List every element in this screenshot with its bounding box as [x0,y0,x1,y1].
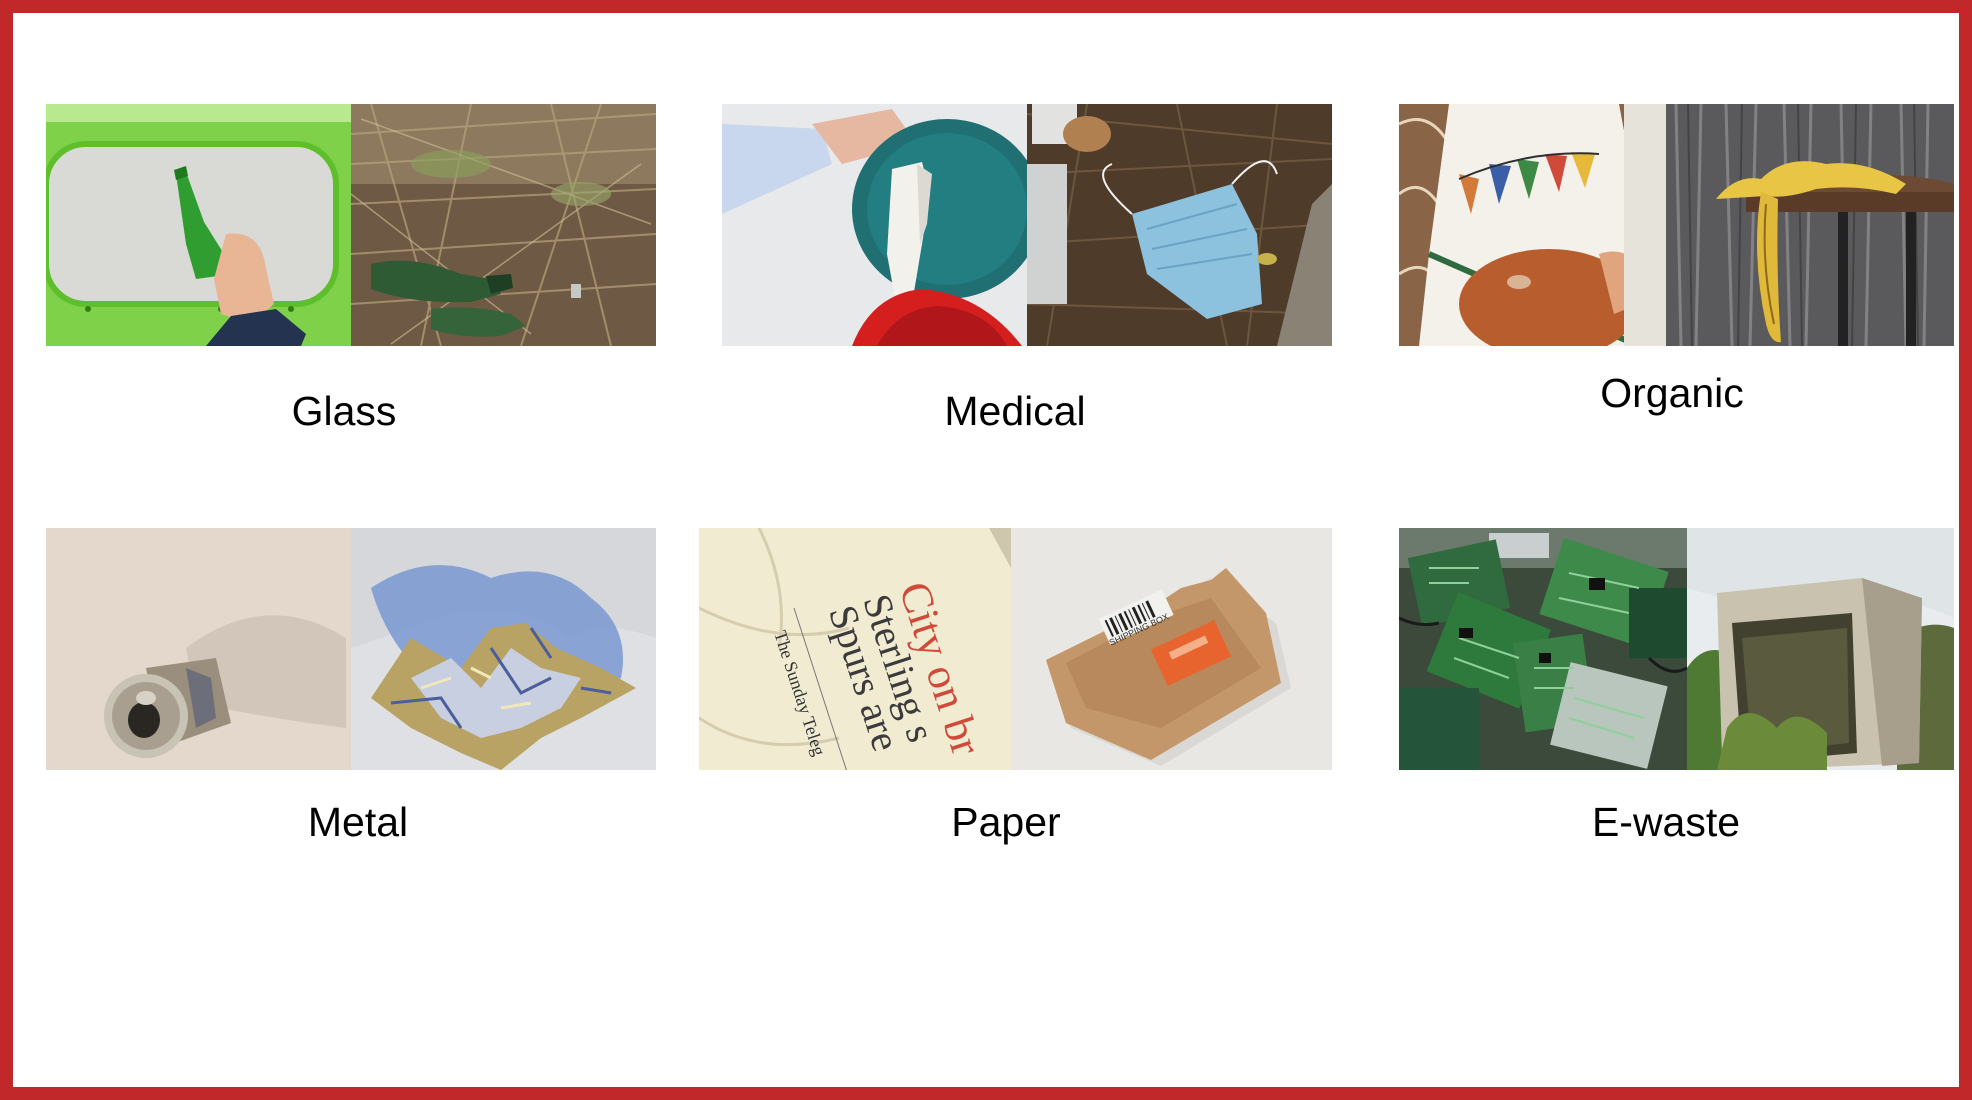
category-label-ewaste: E-waste [1591,799,1741,845]
metal-photo-crushed-can [46,528,351,770]
organic-photo-apron-plate [1399,104,1666,346]
metal-photo-foil [351,528,656,770]
paper-photo-cardboard: SHIPPING BOX [1011,528,1332,770]
ewaste-photo-circuit-boards [1399,528,1687,770]
medical-photo-mask-on-ground [1027,104,1332,346]
medical-photo-glove-disposal [722,104,1027,346]
glass-photo-recycling-bin [46,104,351,346]
category-label-organic: Organic [1600,370,1744,416]
glass-photo-bottles-in-grass [351,104,656,346]
category-label-glass: Glass [291,388,397,434]
category-label-metal: Metal [307,799,409,845]
ewaste-photo-old-monitor [1687,528,1954,770]
paper-photo-newspaper: City on br Sterling s Spurs are The Sund… [699,528,1011,770]
category-label-medical: Medical [944,388,1086,434]
organic-photo-banana-peel [1666,104,1954,346]
category-label-paper: Paper [951,799,1061,845]
